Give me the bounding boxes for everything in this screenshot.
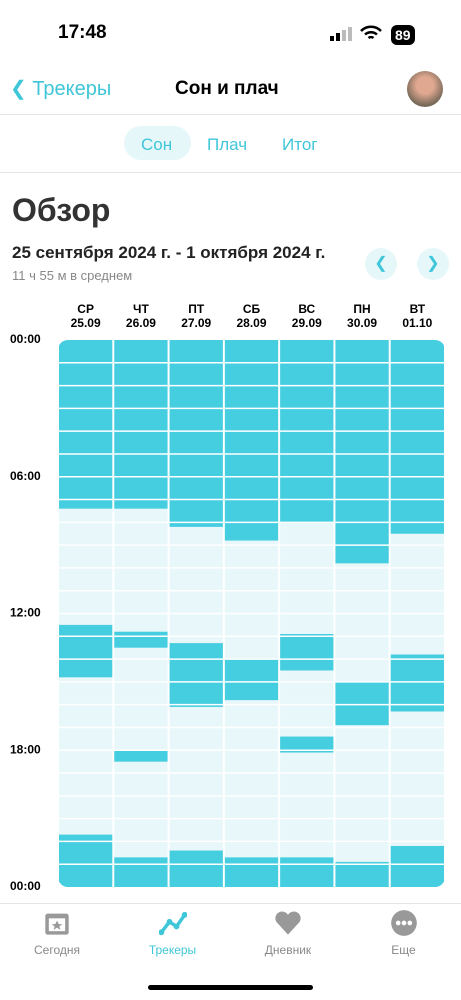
sleep-block <box>224 659 279 701</box>
day-label: ПН <box>353 302 370 316</box>
sleep-block <box>280 634 334 671</box>
day-date: 25.09 <box>71 316 101 330</box>
wifi-icon <box>360 25 382 46</box>
sleep-block <box>114 340 168 509</box>
day-date: 29.09 <box>292 316 322 330</box>
date-range: 25 сентября 2024 г. - 1 октября 2024 г. <box>12 243 326 262</box>
sleep-block <box>335 861 389 887</box>
sleep-block <box>390 654 444 712</box>
tab[interactable]: Сон <box>141 135 173 154</box>
day-date: 26.09 <box>126 316 156 330</box>
tab-bar-item[interactable]: Трекеры <box>128 909 218 957</box>
y-tick-label: 18:00 <box>10 742 41 756</box>
day-date: 27.09 <box>181 316 211 330</box>
sleep-block <box>224 340 279 541</box>
tab-bar-item[interactable]: Еще <box>359 909 449 957</box>
tab-icon <box>158 911 187 936</box>
signal-icon <box>330 27 352 41</box>
y-tick-label: 06:00 <box>10 469 41 483</box>
sleep-block <box>280 857 334 887</box>
day-date: 01.10 <box>402 316 432 330</box>
sleep-block <box>59 340 113 509</box>
tab-bar: Сегодня Трекеры Дневник Еще <box>0 905 461 1000</box>
day-label: ЧТ <box>133 302 149 316</box>
tab-icon <box>275 911 301 935</box>
day-label: ВТ <box>410 302 426 316</box>
divider <box>0 172 461 173</box>
sleep-block <box>335 340 389 564</box>
average: 11 ч 55 м в среднем <box>12 268 133 283</box>
tab-icon <box>45 913 69 935</box>
tab-bar-item[interactable]: Сегодня <box>12 909 102 957</box>
day-label: ПТ <box>188 302 205 316</box>
day-label: СБ <box>243 302 261 316</box>
tab-bar-label[interactable]: Дневник <box>264 943 312 957</box>
home-indicator <box>148 985 313 990</box>
sleep-block <box>224 857 279 887</box>
tab-bar-label[interactable]: Трекеры <box>148 943 197 957</box>
sleep-block <box>59 624 113 678</box>
sleep-block <box>114 750 168 762</box>
tab-active-bg <box>124 126 191 160</box>
avatar[interactable] <box>407 71 443 107</box>
nav-title: Сон и плач <box>175 78 279 99</box>
sleep-block <box>114 857 168 887</box>
tab-bar-item[interactable]: Дневник <box>243 909 333 957</box>
sleep-block <box>59 834 113 887</box>
day-date: 28.09 <box>236 316 266 330</box>
back-button[interactable]: ❮ Трекеры <box>10 78 112 100</box>
tab-bar-label[interactable]: Сегодня <box>34 943 80 957</box>
y-tick-label: 00:00 <box>10 879 41 893</box>
y-tick-label: 12:00 <box>10 606 41 620</box>
next-button[interactable]: ❯ <box>417 248 449 280</box>
battery: 89 <box>391 25 415 45</box>
back-label[interactable]: Трекеры <box>32 78 112 100</box>
overview-title: Обзор <box>12 192 111 228</box>
sleep-block <box>169 850 223 887</box>
sleep-block <box>169 643 223 707</box>
tab-icon <box>390 910 417 936</box>
sleep-block <box>335 681 389 726</box>
sleep-block <box>390 340 444 534</box>
sleep-block <box>280 736 334 753</box>
sleep-block <box>169 340 223 527</box>
day-label: ВС <box>298 302 315 316</box>
y-tick-label: 00:00 <box>10 332 41 346</box>
sleep-block <box>114 631 168 648</box>
status-time: 17:48 <box>58 22 107 43</box>
prev-button[interactable]: ❮ <box>365 248 397 280</box>
tab-bar-label[interactable]: Еще <box>391 943 416 957</box>
tab[interactable]: Итог <box>282 135 318 154</box>
divider <box>0 114 461 115</box>
divider <box>0 903 461 904</box>
day-date: 30.09 <box>347 316 377 330</box>
sleep-block <box>390 845 444 887</box>
day-label: СР <box>77 302 94 316</box>
tab[interactable]: Плач <box>207 135 248 154</box>
